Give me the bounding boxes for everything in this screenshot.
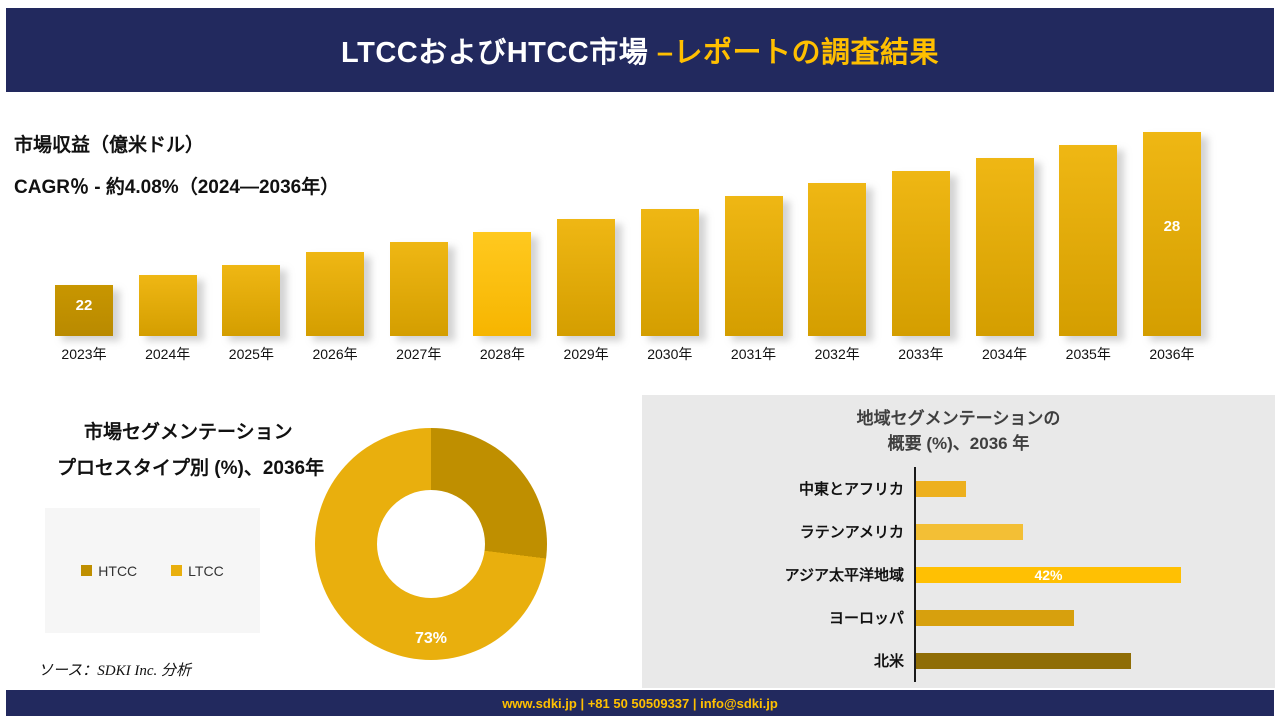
region-chart-title: 地域セグメンテーションの 概要 (%)、2036 年 [642,407,1275,456]
revenue-bar [473,232,532,336]
region-bar-area [914,467,1275,510]
revenue-bar [891,171,950,336]
revenue-bar-column: 2029年 [557,219,616,364]
revenue-bar [222,265,281,336]
year-axis-label: 2024年 [145,346,191,362]
donut-legend: HTCC LTCC [45,508,260,633]
region-row: 中東とアフリカ [642,467,1275,510]
revenue-bar [724,196,783,336]
segmentation-subtitle: プロセスタイプ別 (%)、2036年 [57,458,325,479]
region-row: ラテンアメリカ [642,510,1275,553]
page-title: LTCCおよびHTCC市場 –レポートの調査結果 [341,29,939,71]
revenue-axis-label: 市場収益（億米ドル） [14,135,205,156]
year-axis-label: 2026年 [312,346,358,362]
revenue-bar-column: 2032年 [808,183,867,364]
legend-item-ltcc: LTCC [171,563,224,579]
region-bar-area [914,639,1275,682]
revenue-bar-column: 2030年 [640,209,699,364]
region-title-line2: 概要 (%)、2036 年 [887,433,1030,453]
region-row: アジア太平洋地域 42% [642,553,1275,596]
region-rows: 中東とアフリカ ラテンアメリカアジア太平洋地域 42% ヨーロッパ北米 [642,467,1275,682]
revenue-bar [640,209,699,336]
region-row: 北米 [642,639,1275,682]
segmentation-title: 市場セグメンテーション [84,422,293,443]
regional-segmentation-panel: 地域セグメンテーションの 概要 (%)、2036 年 中東とアフリカ ラテンアメリ… [642,395,1275,688]
legend-label-htcc: HTCC [98,562,138,579]
year-axis-label: 2029年 [563,346,609,362]
region-label: ヨーロッパ [828,610,904,627]
year-axis-label: 2027年 [396,346,442,362]
revenue-bar-column: 2026年 [306,252,365,364]
source-note: ソース：SDKI Inc. 分析 [38,663,191,679]
revenue-bar: 28 [1142,132,1201,336]
region-bar [916,480,966,497]
revenue-bar-column: 28 2036年 [1142,132,1201,364]
legend-swatch [81,565,93,576]
revenue-bar [975,158,1034,336]
year-axis-label: 2030年 [647,346,693,362]
region-title-line1: 地域セグメンテーションの [856,409,1061,428]
year-axis-label: 2035年 [1065,346,1111,362]
legend-swatch [171,565,183,576]
revenue-bar-column: 2028年 [473,232,532,364]
region-row: ヨーロッパ [642,596,1275,639]
revenue-bar-column: 2035年 [1059,145,1118,364]
region-label: ラテンアメリカ [799,524,904,541]
region-bar [916,523,1023,540]
revenue-bar [138,275,197,336]
revenue-bar [1059,145,1118,336]
revenue-bar-column: 2034年 [975,158,1034,364]
region-bar [916,609,1074,626]
page-title-main: LTCCおよびHTCC市場 [341,37,657,69]
legend-label-ltcc: LTCC [188,562,224,579]
revenue-bar-column: 22 2023年 [55,285,113,364]
footer-banner: www.sdki.jp | +81 50 50509337 | info@sdk… [6,690,1274,716]
revenue-bar: 22 [55,285,113,336]
donut-hole [377,490,485,598]
footer-contact-text: www.sdki.jp | +81 50 50509337 | info@sdk… [502,695,778,711]
year-axis-label: 2023年 [61,346,107,362]
region-value-label: 42% [1034,566,1063,583]
revenue-bar-column: 2025年 [222,265,281,364]
donut-percentage-label: 73% [414,630,448,647]
region-bar-area [914,510,1275,553]
year-axis-label: 2036年 [1149,346,1195,362]
revenue-bar-column: 2027年 [389,242,448,364]
year-axis-label: 2034年 [981,346,1028,362]
bar-value-label: 28 [1163,218,1181,235]
year-axis-label: 2033年 [898,346,944,362]
region-bar: 42% [916,566,1181,583]
page-title-accent: –レポートの調査結果 [656,37,939,69]
year-axis-label: 2032年 [814,346,860,362]
revenue-bar [389,242,448,336]
process-donut: 73% [315,428,547,660]
revenue-bar-column: 2033年 [891,171,950,364]
region-bar-area [914,596,1275,639]
legend-item-htcc: HTCC [81,563,137,579]
region-bar-area: 42% [914,553,1275,596]
revenue-bar [557,219,616,336]
revenue-bar [306,252,365,336]
revenue-chart-section: 市場収益（億米ドル） CAGR％ - 約4.08%（2024―2036年） 22… [0,100,1280,392]
region-bar [916,652,1131,669]
bar-value-label: 22 [75,297,93,314]
process-segmentation-panel: 市場セグメンテーション プロセスタイプ別 (%)、2036年 HTCC LTCC… [0,395,640,690]
year-axis-label: 2028年 [479,346,526,362]
year-axis-label: 2031年 [730,346,777,362]
year-axis-label: 2025年 [228,346,274,362]
revenue-bar-column: 2024年 [138,275,197,364]
header-banner: LTCCおよびHTCC市場 –レポートの調査結果 [6,8,1274,92]
cagr-label: CAGR％ - 約4.08%（2024―2036年） [14,177,340,198]
region-label: アジア太平洋地域 [784,567,904,584]
revenue-bar-column: 2031年 [724,196,783,364]
revenue-bars: 22 2023年 2024年 2025年 2026年 2027年 2028年 2029年 203… [55,114,1201,364]
revenue-bar [808,183,867,336]
region-label: 中東とアフリカ [798,481,904,498]
region-label: 北米 [873,653,904,670]
